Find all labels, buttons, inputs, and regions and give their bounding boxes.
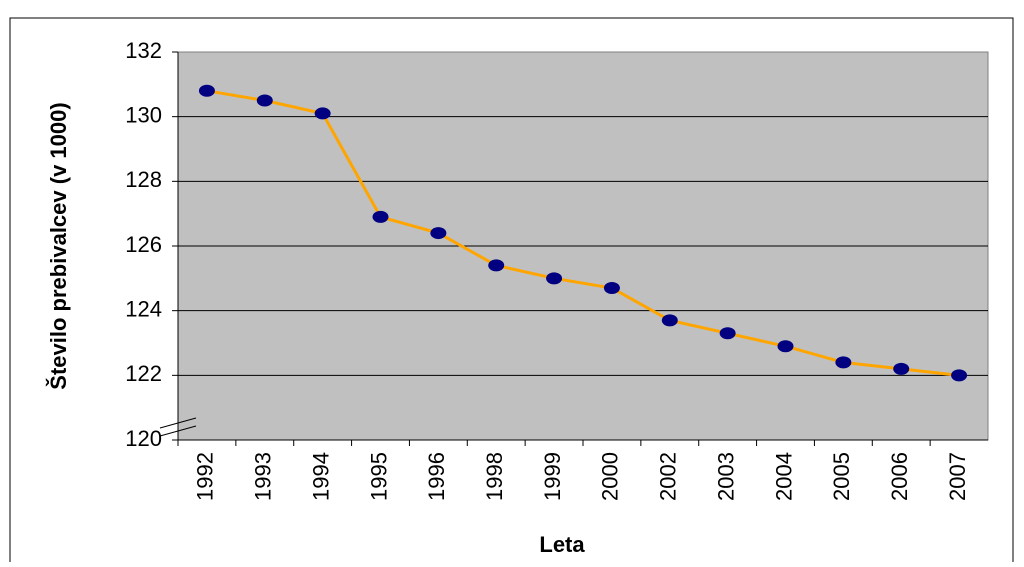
x-tick-label: 2007 — [945, 452, 970, 501]
marker — [430, 227, 447, 240]
line — [206, 89, 960, 377]
marker — [198, 84, 215, 97]
marker — [777, 340, 794, 353]
marker — [314, 107, 331, 120]
axis-break — [159, 425, 197, 437]
y-tick-label: 132 — [125, 38, 162, 63]
marker — [603, 282, 620, 295]
y-tick-label: 120 — [125, 426, 162, 451]
y-axis-title: Število prebivalcev (v 1000) — [46, 102, 71, 389]
x-axis-title: Leta — [539, 532, 585, 557]
marker — [546, 272, 563, 285]
marker — [719, 327, 736, 340]
marker — [951, 369, 968, 382]
axis-break — [159, 417, 197, 429]
marker — [256, 94, 273, 107]
x-tick-label: 2000 — [598, 452, 623, 501]
x-tick-label: 2004 — [771, 452, 796, 501]
x-tick-label: 1992 — [193, 452, 218, 501]
x-tick-label: 1994 — [308, 452, 333, 501]
x-tick-label: 2002 — [656, 452, 681, 501]
marker — [372, 210, 389, 223]
y-tick-label: 124 — [125, 296, 162, 321]
marker — [835, 356, 852, 369]
x-tick-label: 2006 — [887, 452, 912, 501]
y-tick-label: 122 — [125, 361, 162, 386]
marker — [488, 259, 505, 272]
x-tick-label: 2005 — [829, 452, 854, 501]
y-tick-label: 130 — [125, 102, 162, 127]
x-tick-label: 1999 — [540, 452, 565, 501]
x-tick-label: 1996 — [424, 452, 449, 501]
x-tick-label: 1995 — [366, 452, 391, 501]
y-tick-label: 126 — [125, 232, 162, 257]
marker — [661, 314, 678, 327]
marker — [893, 362, 910, 375]
y-tick-label: 128 — [125, 167, 162, 192]
x-tick-label: 1993 — [251, 452, 276, 501]
x-tick-label: 1998 — [482, 452, 507, 501]
x-tick-label: 2003 — [713, 452, 738, 501]
